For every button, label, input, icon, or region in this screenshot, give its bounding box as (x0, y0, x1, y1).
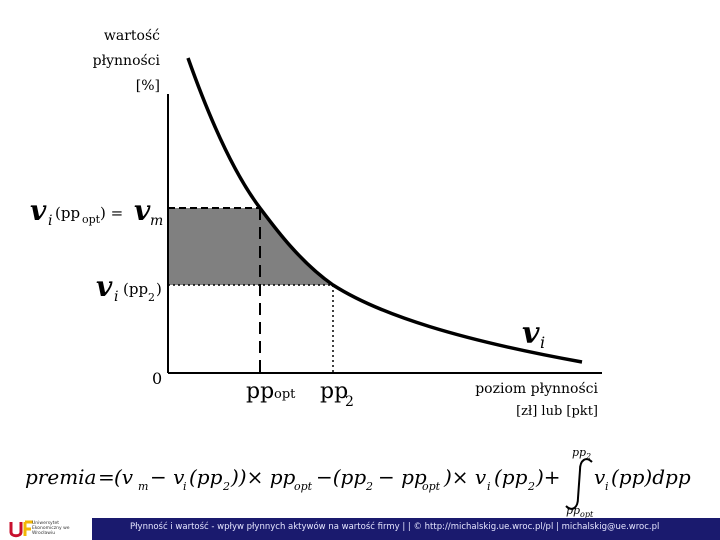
arg-open: (pp (55, 204, 80, 222)
formula-sub-opt: opt (294, 480, 313, 493)
formula-part6: − pp (378, 465, 427, 489)
university-logo: Uniwersytet Ekonomiczny we Wrocławiu (0, 518, 92, 540)
integral-lower-sub: opt (580, 510, 594, 519)
sub-2: 2 (345, 394, 354, 410)
integrand-sub-i: i (605, 480, 609, 493)
sub-i: i (540, 333, 545, 352)
formula-premia: premia (25, 465, 96, 489)
formula-sub-i: i (487, 480, 491, 493)
v-symbol: v (96, 270, 113, 303)
sub-i: i (114, 289, 118, 305)
premium-formula: premia = (v m − v i (pp 2 ))× pp opt −(p… (25, 446, 691, 519)
y-axis-label-line3: [%] (136, 78, 160, 94)
formula-part1: (v (114, 465, 134, 489)
arg-open: (pp (123, 280, 148, 298)
formula-part3: (pp (189, 465, 223, 489)
integrand-rest: (pp)dpp (611, 465, 691, 489)
logo-mark-icon (9, 520, 33, 538)
formula-sub-2: 2 (365, 480, 373, 493)
formula-sub-opt: opt (422, 480, 441, 493)
formula-sub-m: m (138, 480, 148, 493)
arg-close: ) = (100, 204, 123, 222)
footer-text: Płynność i wartość - wpływ płynnych akty… (130, 522, 660, 532)
formula-eq: = (98, 465, 115, 489)
v-symbol: v (134, 194, 151, 227)
y-axis-label-line2: płynności (93, 53, 161, 69)
formula-sub-2: 2 (222, 480, 230, 493)
arg-sub: 2 (148, 291, 155, 304)
pp-opt-tick-label: pp opt (246, 379, 296, 404)
formula-sub-i: i (183, 480, 187, 493)
pp2-tick-label: pp 2 (320, 379, 354, 410)
logo-text: Uniwersytet Ekonomiczny we Wrocławiu (32, 521, 70, 536)
integral-sign (565, 458, 593, 510)
integral-upper: pp (572, 446, 586, 459)
vi-pp2-label: v i (pp 2 ) (96, 270, 162, 305)
arg-close: ) (156, 280, 162, 298)
sub-i: i (48, 213, 52, 229)
formula-part9: )+ (535, 465, 561, 489)
formula-part5: −(pp (316, 465, 366, 489)
pp-text: pp (246, 379, 274, 404)
opt-sub: opt (274, 387, 296, 402)
liquidity-value-diagram: wartość płynności [%] poziom płynności [… (25, 28, 691, 519)
curve-label-vi: v i (522, 316, 545, 352)
v-symbol: v (522, 316, 540, 351)
y-axis-label-line1: wartość (104, 28, 160, 44)
vi-pp-opt-equals-vm-label: v i (pp opt ) = v m (30, 194, 163, 229)
formula-part2: − v (150, 465, 185, 489)
premium-shaded-area (168, 208, 333, 285)
formula-part8: (pp (494, 465, 528, 489)
sub-m: m (150, 213, 163, 229)
pp-text: pp (320, 379, 348, 404)
integrand-v: v (594, 465, 606, 489)
footer-bar: Płynność i wartość - wpływ płynnych akty… (0, 518, 720, 540)
arg-sub: opt (82, 213, 101, 226)
x-axis-label-line2: [zł] lub [pkt] (516, 404, 598, 419)
formula-part7: )× v (443, 465, 487, 489)
formula-part4: ))× pp (230, 465, 296, 489)
x-axis-label-line1: poziom płynności (475, 381, 598, 397)
integral-upper-sub: 2 (585, 452, 591, 461)
formula-sub-2: 2 (527, 480, 535, 493)
origin-label: 0 (152, 369, 162, 388)
integral-lower: pp (566, 504, 580, 517)
v-symbol: v (30, 194, 47, 227)
value-curve (186, 57, 583, 364)
